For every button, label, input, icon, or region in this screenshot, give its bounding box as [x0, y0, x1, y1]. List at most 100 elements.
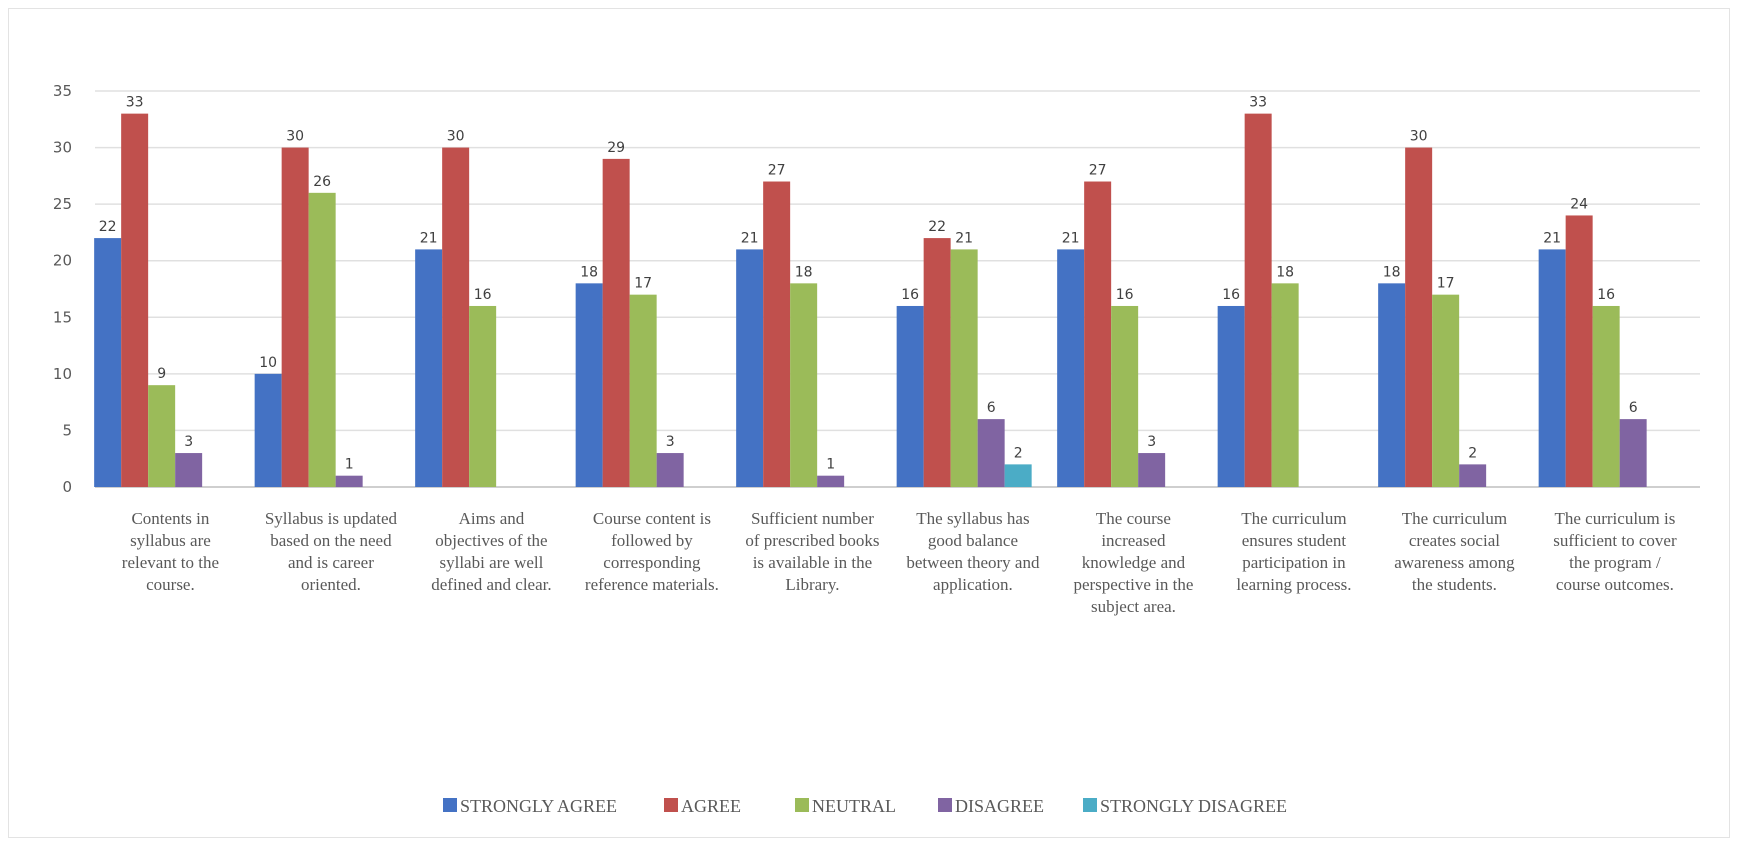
category-label-line: increased — [1101, 531, 1166, 550]
y-tick-label: 25 — [53, 195, 72, 213]
category-label-line: The course — [1096, 509, 1171, 528]
bar — [469, 305, 497, 487]
legend-swatch — [1083, 798, 1097, 812]
bar — [1565, 215, 1593, 487]
data-label: 1 — [826, 457, 835, 473]
legend-label: STRONGLY DISAGREE — [1100, 796, 1287, 816]
data-label: 22 — [99, 219, 117, 235]
category-label: The curriculum creates social awareness am… — [1394, 509, 1515, 594]
bar — [817, 475, 845, 487]
legend-label: DISAGREE — [955, 796, 1044, 816]
category-label-line: The curriculum — [1241, 509, 1346, 528]
category-labels: Contents in syllabus are relevant to the co… — [122, 509, 1677, 616]
category-label: The course increased knowledge and perspect… — [1073, 509, 1193, 616]
category-label-line: application. — [933, 575, 1013, 594]
data-label: 6 — [987, 400, 996, 416]
bar — [736, 249, 764, 487]
category-label-line: course. — [146, 575, 195, 594]
bar — [1378, 283, 1406, 487]
y-tick-label: 5 — [62, 421, 72, 439]
y-tick-label: 20 — [53, 252, 72, 270]
bar — [763, 181, 791, 487]
category-label-line: oriented. — [301, 575, 361, 594]
category-label-line: The curriculum is — [1555, 509, 1676, 528]
data-label: 22 — [928, 219, 946, 235]
data-label: 18 — [580, 264, 598, 280]
bar — [1057, 249, 1085, 487]
bar — [442, 147, 470, 488]
category-label: The syllabus has good balance between theo… — [906, 509, 1040, 594]
bar — [950, 249, 978, 487]
category-label-line: corresponding — [603, 553, 701, 572]
bar — [602, 158, 630, 487]
bar — [121, 113, 149, 487]
legend-swatch — [664, 798, 678, 812]
bar — [1538, 249, 1566, 487]
bar — [281, 147, 309, 488]
category-label-line: learning process. — [1236, 575, 1351, 594]
data-label: 3 — [1147, 434, 1156, 450]
category-label-line: Course content is — [593, 509, 711, 528]
category-label-line: is available in the — [753, 553, 872, 572]
bar — [148, 385, 176, 487]
category-label: The curriculum ensures student participati… — [1236, 509, 1351, 594]
data-label: 33 — [126, 95, 144, 111]
data-label: 29 — [607, 140, 625, 156]
bar — [1244, 113, 1272, 487]
data-label: 6 — [1629, 400, 1638, 416]
bar — [629, 294, 657, 487]
category-label-line: Syllabus is updated — [265, 509, 398, 528]
bar — [254, 373, 282, 487]
data-label: 21 — [420, 230, 438, 246]
category-label-line: course outcomes. — [1556, 575, 1674, 594]
bar — [923, 238, 951, 487]
bar — [656, 453, 684, 487]
bar — [575, 283, 603, 487]
category-label-line: The syllabus has — [916, 509, 1029, 528]
data-label: 18 — [795, 264, 813, 280]
category-label: Course content is followed by correspondin… — [585, 509, 719, 594]
y-tick-label: 0 — [62, 478, 72, 496]
bar — [1004, 464, 1032, 487]
category-label-line: perspective in the — [1073, 575, 1193, 594]
data-label: 1 — [345, 457, 354, 473]
category-label-line: defined and clear. — [431, 575, 551, 594]
data-label: 16 — [1222, 287, 1240, 303]
bar — [896, 305, 924, 487]
category-label-line: participation in — [1242, 553, 1346, 572]
bar — [1619, 419, 1647, 487]
bar — [1138, 453, 1166, 487]
data-label: 30 — [447, 129, 465, 145]
data-label: 21 — [1543, 230, 1561, 246]
data-label: 2 — [1014, 445, 1023, 461]
data-label: 21 — [741, 230, 759, 246]
category-label-line: good balance — [928, 531, 1018, 550]
data-label: 30 — [1410, 129, 1428, 145]
data-label: 24 — [1570, 196, 1588, 212]
bar — [94, 238, 122, 487]
bar — [1432, 294, 1460, 487]
data-label: 9 — [157, 366, 166, 382]
category-label-line: and is career — [288, 553, 374, 572]
category-label-line: The curriculum — [1402, 509, 1507, 528]
data-label: 16 — [1116, 287, 1134, 303]
data-label: 17 — [1437, 276, 1455, 292]
data-label: 30 — [286, 129, 304, 145]
category-label-line: the program / — [1569, 553, 1661, 572]
category-label-line: of prescribed books — [745, 531, 879, 550]
y-tick-label: 35 — [53, 82, 72, 100]
bar — [1217, 305, 1245, 487]
bar — [335, 475, 363, 487]
data-label: 3 — [184, 434, 193, 450]
y-tick-label: 10 — [53, 365, 72, 383]
y-tick-label: 15 — [53, 308, 72, 326]
bar — [977, 419, 1005, 487]
bar — [1111, 305, 1139, 487]
data-label: 17 — [634, 276, 652, 292]
category-label: Syllabus is updated based on the need and … — [265, 509, 398, 594]
data-label: 26 — [313, 174, 331, 190]
category-label-line: Sufficient number — [751, 509, 874, 528]
bar — [1271, 283, 1299, 487]
category-label: Contents in syllabus are relevant to the co… — [122, 509, 219, 594]
